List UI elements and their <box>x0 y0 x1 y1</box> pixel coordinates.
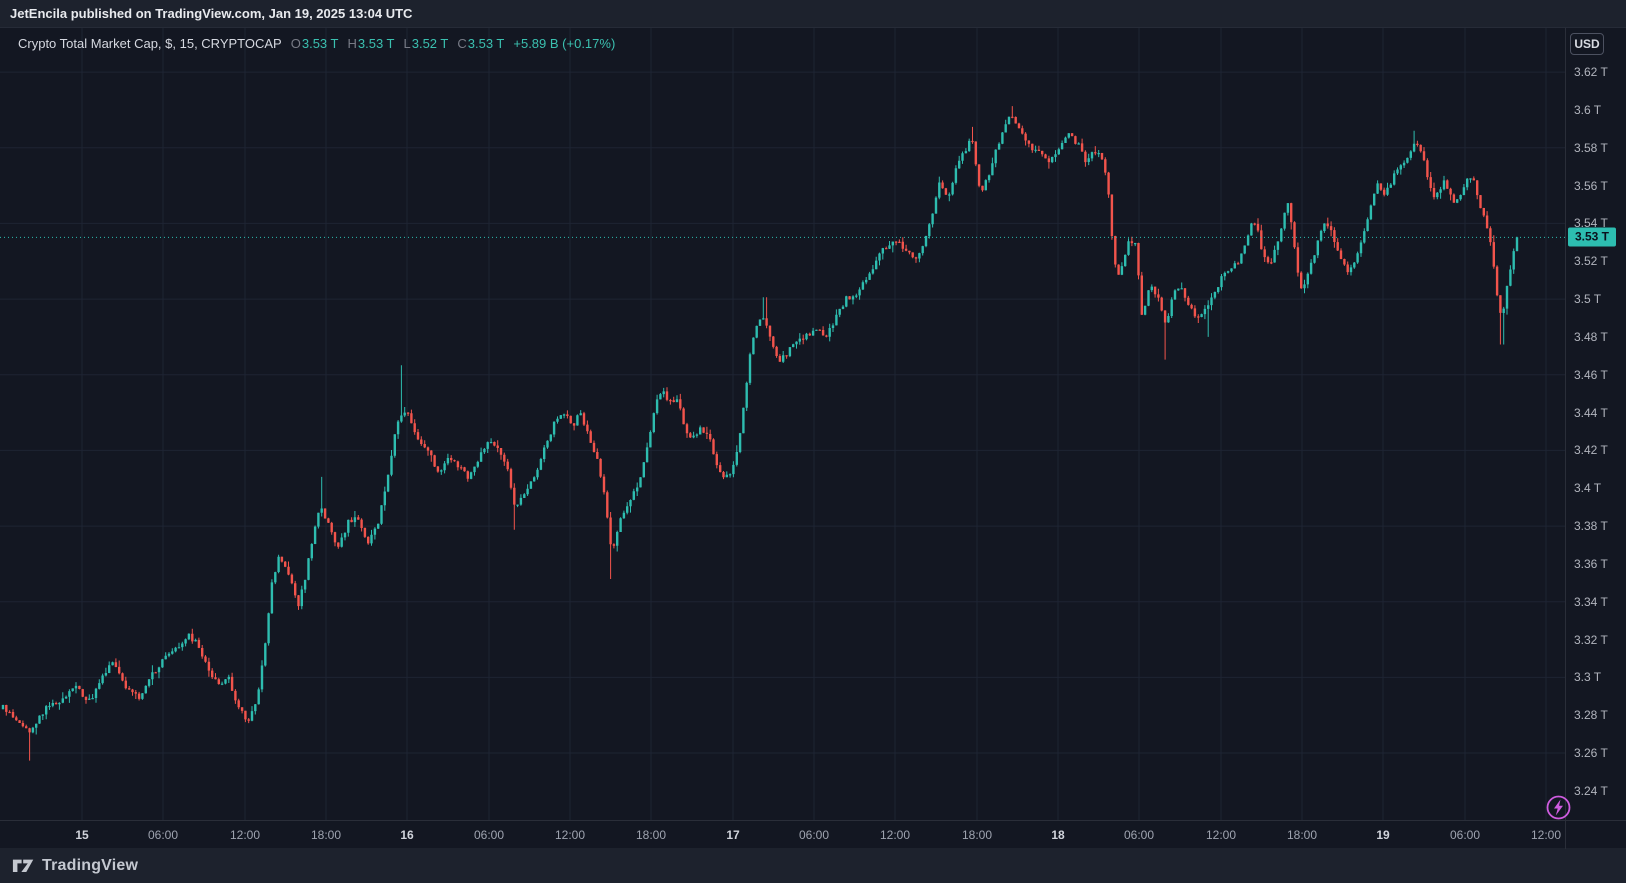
time-tick-label: 12:00 <box>1530 828 1562 842</box>
close-value: 3.53 T <box>467 36 505 51</box>
price-tick-label: 3.62 T <box>1574 65 1608 80</box>
time-axis[interactable]: 15 06:00 12:00 18:00 16 06:00 12:00 18:00 17 06:0… <box>0 820 1626 849</box>
low-value: 3.52 T <box>411 36 449 51</box>
time-tick-label: 06:00 <box>1123 828 1155 842</box>
time-tick-label: 12:00 <box>554 828 586 842</box>
price-tick-label: 3.56 T <box>1574 178 1608 193</box>
time-tick-label: 12:00 <box>1205 828 1237 842</box>
high-value: 3.53 T <box>357 36 395 51</box>
time-tick-label: 06:00 <box>798 828 830 842</box>
low-label: L <box>403 36 411 51</box>
tradingview-logo-icon[interactable] <box>12 856 34 876</box>
time-tick-label: 06:00 <box>147 828 179 842</box>
high-label: H <box>347 36 357 51</box>
chart-area: Crypto Total Market Cap, $, 15, CRYPTOCA… <box>0 28 1626 849</box>
time-tick-label: 18:00 <box>635 828 667 842</box>
price-tick-label: 3.54 T <box>1574 216 1608 231</box>
open-value: 3.53 T <box>301 36 339 51</box>
price-tick-label: 3.46 T <box>1574 367 1608 382</box>
publish-banner: JetEncila published on TradingView.com, … <box>0 0 1626 28</box>
price-tick-label: 3.5 T <box>1574 292 1602 307</box>
price-tick-label: 3.48 T <box>1574 329 1608 344</box>
price-tick-label: 3.4 T <box>1574 481 1602 496</box>
currency-toggle-button[interactable]: USD <box>1570 33 1604 55</box>
price-tick-label: 3.24 T <box>1574 783 1608 798</box>
current-price-label: 3.53 T <box>1568 227 1616 247</box>
time-tick-label: 18:00 <box>961 828 993 842</box>
time-tick-day-label: 15 <box>75 828 89 842</box>
change-value: +5.89 B (+0.17%) <box>513 36 616 51</box>
time-tick-label: 06:00 <box>473 828 505 842</box>
chart-legend: Crypto Total Market Cap, $, 15, CRYPTOCA… <box>18 36 615 54</box>
candles-down <box>5 106 1502 761</box>
price-tick-label: 3.34 T <box>1574 594 1608 609</box>
price-axis[interactable]: USD 3.53 T 3.24 T 3.26 T 3.28 T 3.3 T 3.32 T… <box>1565 28 1626 820</box>
candles-up <box>1 116 1519 735</box>
price-tick-label: 3.6 T <box>1574 102 1602 117</box>
time-tick-day-label: 16 <box>400 828 414 842</box>
price-tick-label: 3.42 T <box>1574 443 1608 458</box>
time-tick-day-label: 18 <box>1051 828 1065 842</box>
time-tick-day-label: 19 <box>1376 828 1390 842</box>
price-tick-label: 3.44 T <box>1574 405 1608 420</box>
axis-corner-divider <box>1565 821 1566 849</box>
brand-bar: TradingView <box>0 848 1626 883</box>
time-tick-label: 12:00 <box>229 828 261 842</box>
tradingview-logo-text[interactable]: TradingView <box>42 856 139 874</box>
price-tick-label: 3.28 T <box>1574 708 1608 723</box>
time-tick-label: 12:00 <box>879 828 911 842</box>
price-tick-label: 3.3 T <box>1574 670 1602 685</box>
price-tick-label: 3.38 T <box>1574 519 1608 534</box>
time-tick-day-label: 17 <box>726 828 740 842</box>
symbol-title[interactable]: Crypto Total Market Cap, $, 15, CRYPTOCA… <box>18 36 282 51</box>
time-tick-label: 06:00 <box>1449 828 1481 842</box>
time-tick-label: 18:00 <box>310 828 342 842</box>
price-tick-label: 3.58 T <box>1574 140 1608 155</box>
price-tick-label: 3.32 T <box>1574 632 1608 647</box>
price-tick-label: 3.36 T <box>1574 556 1608 571</box>
price-tick-label: 3.26 T <box>1574 746 1608 760</box>
gridlines <box>0 28 1565 820</box>
close-label: C <box>457 36 467 51</box>
open-label: O <box>290 36 301 51</box>
chart-canvas[interactable] <box>0 28 1565 820</box>
time-tick-label: 18:00 <box>1286 828 1318 842</box>
price-tick-label: 3.52 T <box>1574 254 1608 269</box>
flash-icon[interactable] <box>1545 794 1572 821</box>
